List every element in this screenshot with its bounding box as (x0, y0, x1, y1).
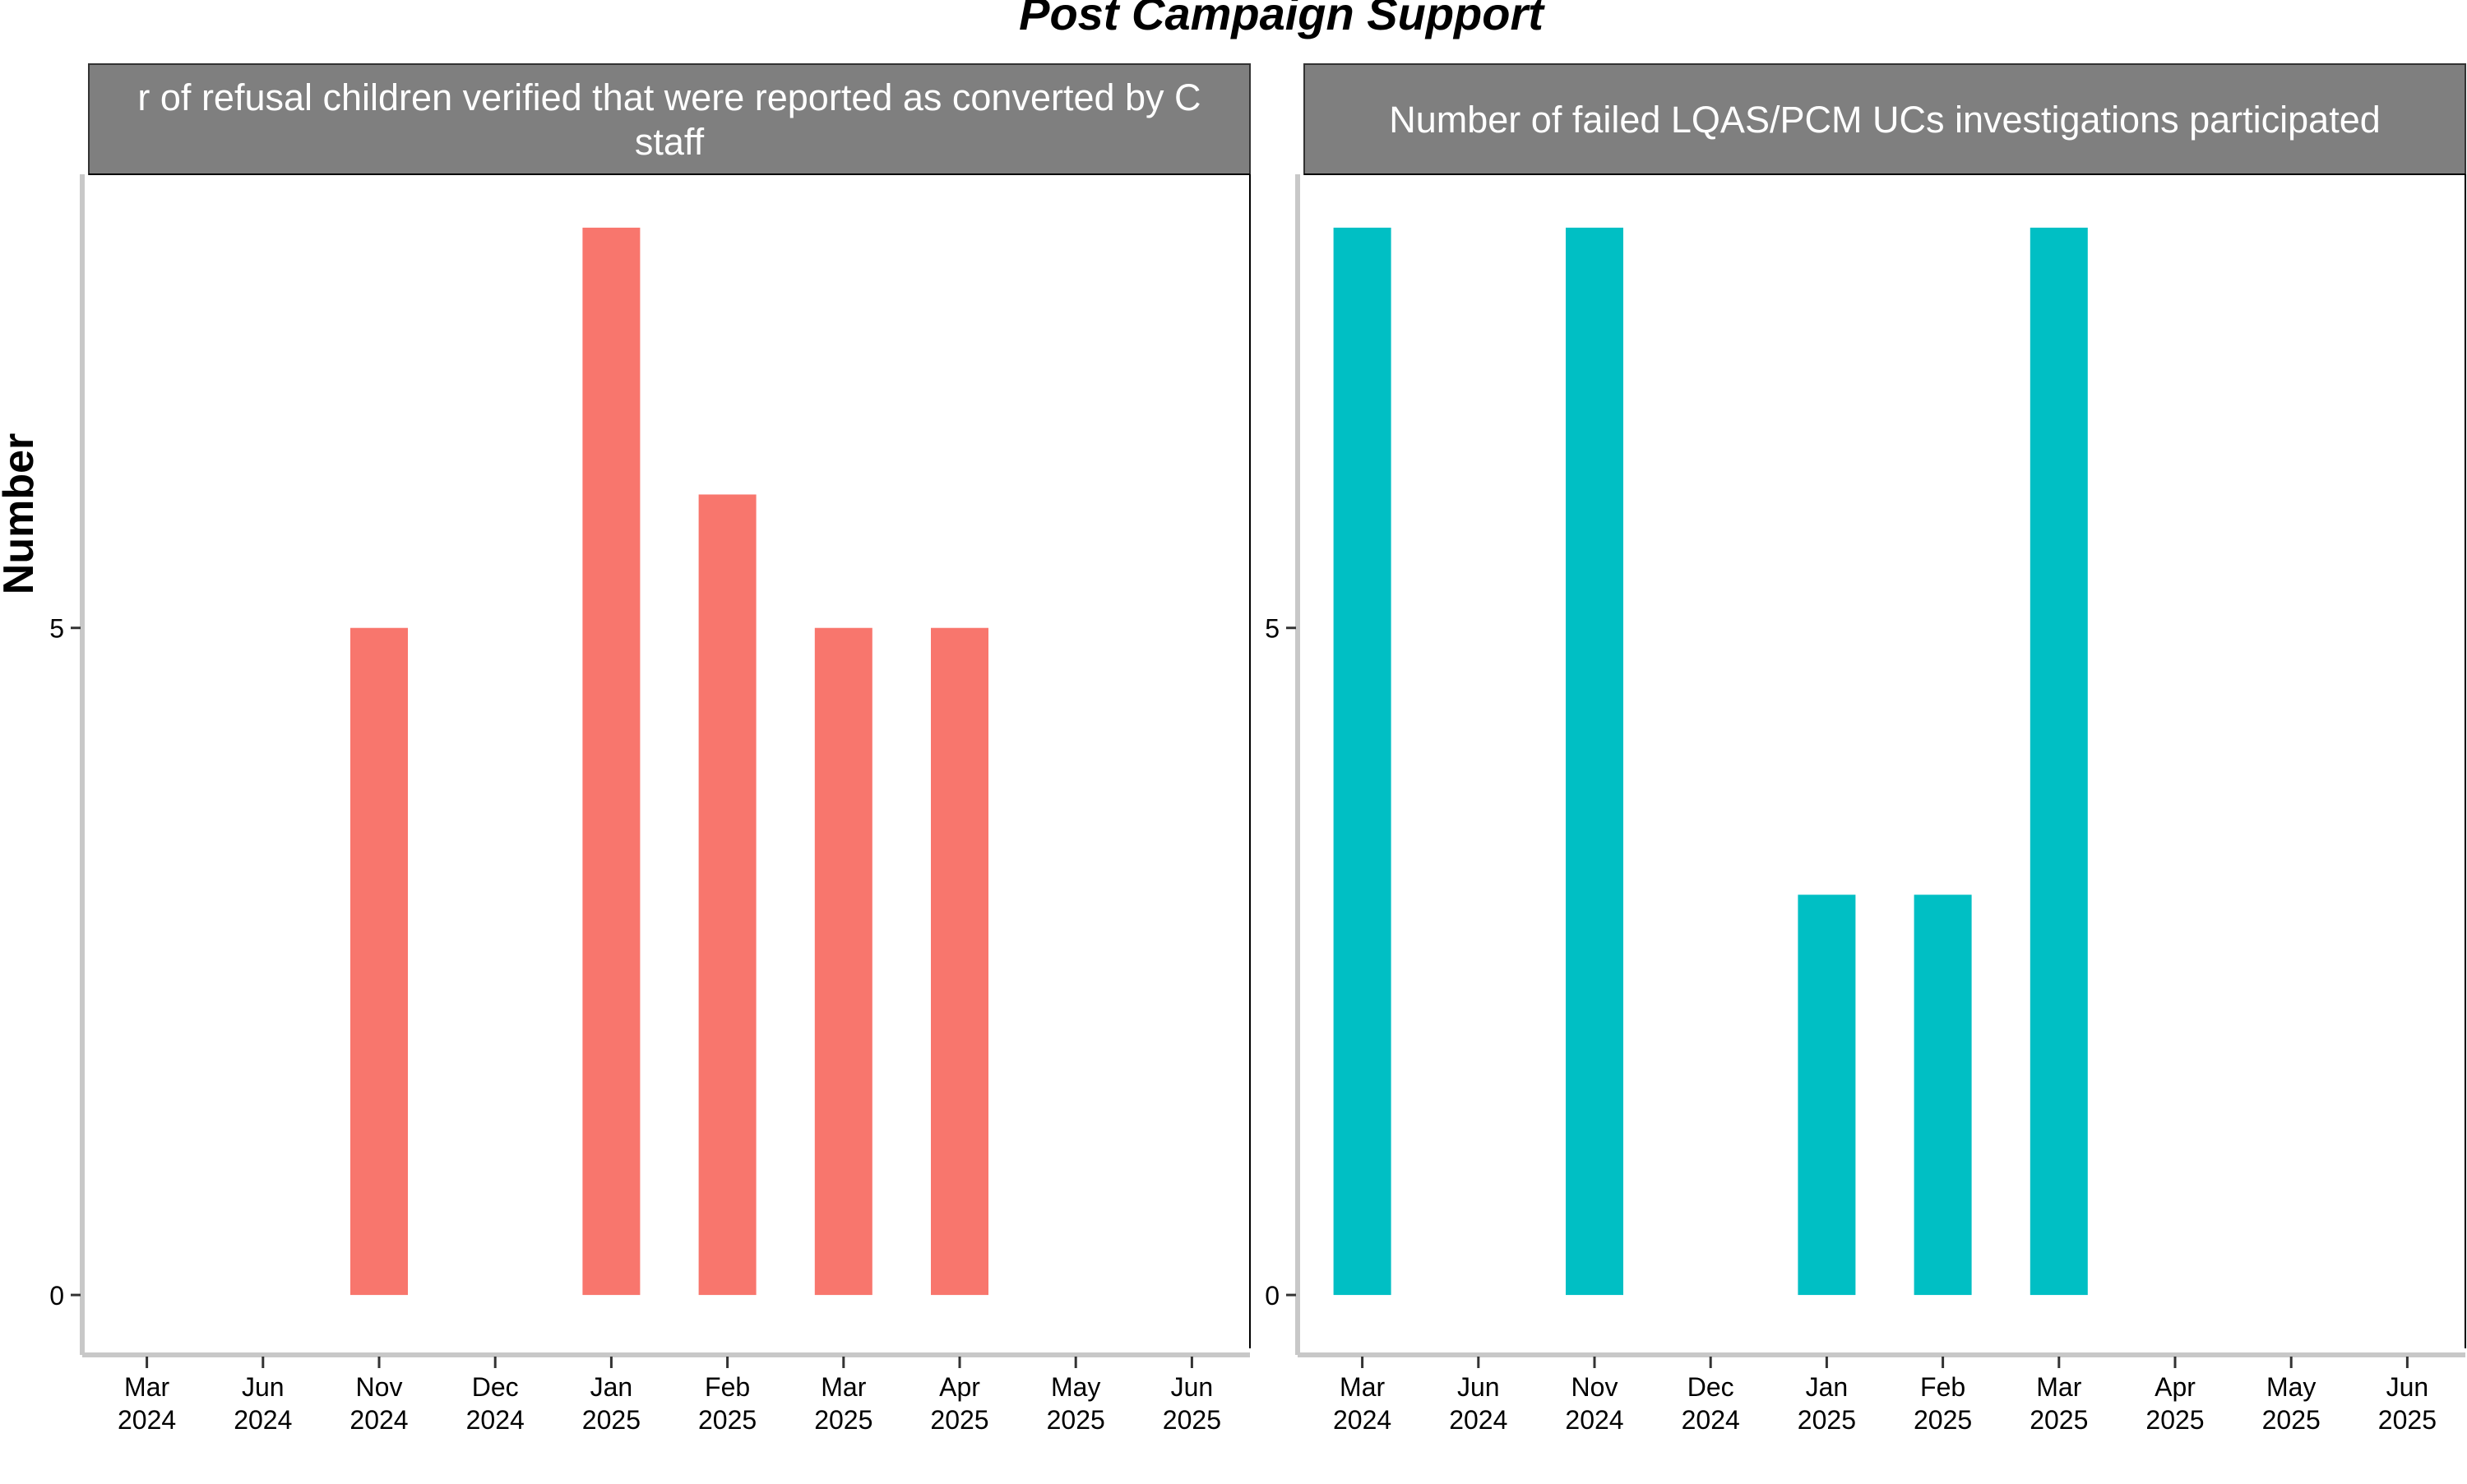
x-tick-label-year: 2025 (2262, 1405, 2321, 1435)
x-tick-label-month: Jun (1457, 1372, 1500, 1402)
panel-2: Number of failed LQAS/PCM UCs investigat… (1265, 63, 2466, 1435)
bar (2030, 227, 2088, 1296)
x-tick-label-year: 2024 (1565, 1405, 1623, 1435)
x-tick-label-month: Feb (705, 1372, 750, 1402)
x-tick-label-year: 2024 (234, 1405, 292, 1435)
x-tick-label-month: Jan (590, 1372, 633, 1402)
x-tick-label-year: 2024 (118, 1405, 176, 1435)
x-tick-label-month: Apr (2155, 1372, 2196, 1402)
x-tick-label-month: Mar (2036, 1372, 2081, 1402)
x-tick-label-month: Jun (2386, 1372, 2429, 1402)
x-tick-label-year: 2025 (1047, 1405, 1105, 1435)
y-tick-label: 5 (1265, 614, 1280, 644)
x-tick-label-year: 2025 (2378, 1405, 2437, 1435)
x-tick-label-month: Feb (1920, 1372, 1965, 1402)
x-tick-label-month: Apr (939, 1372, 980, 1402)
x-tick-label-month: May (2266, 1372, 2316, 1402)
bar (350, 627, 408, 1296)
x-tick-label-month: Nov (1571, 1372, 1618, 1402)
x-tick-label-year: 2024 (1682, 1405, 1740, 1435)
x-tick-label-year: 2025 (2145, 1405, 2204, 1435)
x-tick-label-month: May (1051, 1372, 1100, 1402)
x-tick-label-year: 2025 (1798, 1405, 1856, 1435)
bar (698, 494, 757, 1296)
x-tick-label-year: 2025 (698, 1405, 757, 1435)
x-tick-label-year: 2025 (582, 1405, 641, 1435)
panel-strip (88, 63, 1251, 175)
x-tick-label-month: Mar (124, 1372, 169, 1402)
x-tick-label-year: 2025 (814, 1405, 872, 1435)
x-tick-label-year: 2025 (2030, 1405, 2088, 1435)
x-tick-label-year: 2025 (930, 1405, 988, 1435)
x-tick-label-year: 2025 (1163, 1405, 1221, 1435)
x-tick-label-month: Dec (472, 1372, 519, 1402)
x-tick-label-year: 2024 (1333, 1405, 1391, 1435)
x-tick-label-year: 2024 (1449, 1405, 1507, 1435)
chart-title: Post Campaign Support (1019, 0, 1545, 39)
panel-title-line: r of refusal children verified that were… (137, 76, 1201, 118)
bar (1333, 227, 1391, 1296)
x-tick-label-year: 2025 (1914, 1405, 1972, 1435)
bar (931, 627, 988, 1296)
y-axis-label: Number (0, 433, 43, 594)
bar (814, 627, 872, 1296)
y-tick-label: 0 (1265, 1281, 1280, 1311)
panel-title-line: Number of failed LQAS/PCM UCs investigat… (1389, 99, 2381, 141)
x-tick-label-month: Jun (242, 1372, 285, 1402)
panel-title-line: staff (635, 121, 705, 163)
x-tick-label-month: Nov (356, 1372, 403, 1402)
y-tick-label: 0 (49, 1281, 64, 1311)
bar (1914, 895, 1972, 1296)
x-tick-label-month: Mar (1340, 1372, 1385, 1402)
x-tick-label-year: 2024 (349, 1405, 408, 1435)
x-tick-label-month: Dec (1687, 1372, 1734, 1402)
x-tick-label-month: Mar (821, 1372, 866, 1402)
panels: r of refusal children verified that were… (49, 63, 2466, 1435)
x-tick-label-month: Jan (1806, 1372, 1849, 1402)
bar (582, 227, 641, 1296)
x-tick-label-year: 2024 (466, 1405, 525, 1435)
x-tick-label-month: Jun (1171, 1372, 1214, 1402)
bar (1566, 227, 1623, 1296)
y-tick-label: 5 (49, 614, 64, 644)
panel-1: r of refusal children verified that were… (49, 63, 1251, 1435)
bar (1798, 895, 1856, 1296)
